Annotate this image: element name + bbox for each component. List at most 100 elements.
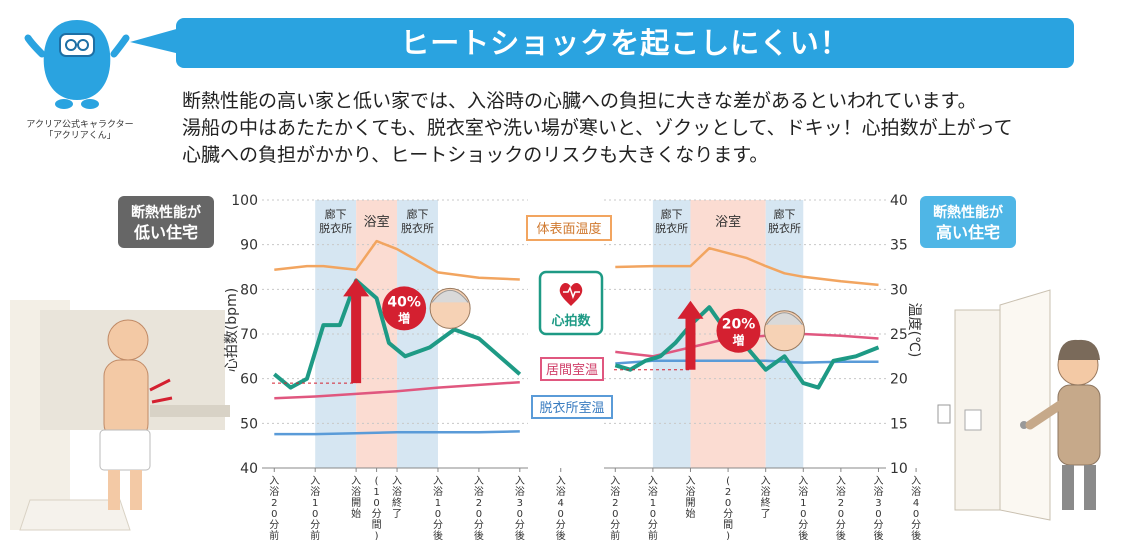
cold-bathroom-illustration	[10, 300, 230, 531]
x-tick-label: 分	[873, 519, 883, 531]
x-tick-label: 間	[372, 519, 382, 531]
heartrate-temperature-charts: 断熱性能が 低い住宅 断熱性能が 高い住宅 体表面温度	[10, 193, 1101, 540]
x-tick-label: 後	[911, 529, 921, 540]
legend-living-temp: 居間室温	[546, 362, 598, 378]
x-tick-label: 浴	[556, 486, 566, 498]
y-tick-label-right: 20	[890, 372, 908, 388]
y-tick-label-right: 35	[890, 238, 908, 254]
x-tick-label: 後	[556, 529, 566, 540]
x-tick-label: 2	[612, 498, 618, 509]
y-axis-left-title: 心拍数(bpm)	[224, 288, 240, 372]
high-badge-line1: 断熱性能が	[933, 204, 1004, 221]
x-tick-label: 入	[310, 476, 320, 487]
legend-heart-rate: 心拍数	[551, 313, 591, 329]
x-tick-label: 2	[271, 498, 277, 509]
page-title: ヒートショックを起こしにくい！	[176, 18, 1074, 68]
elder-hair	[431, 289, 469, 303]
x-tick-label: 前	[610, 529, 620, 540]
x-tick-label: 入	[392, 476, 402, 487]
x-tick-label: 後	[474, 529, 484, 540]
increase-badge	[716, 308, 761, 353]
x-tick-label: 前	[648, 529, 658, 540]
x-tick-label: 1	[435, 498, 441, 509]
low-badge-line2: 低い住宅	[133, 223, 198, 242]
band-label: 脱衣所	[319, 221, 352, 235]
y-tick-label-right: 10	[890, 461, 908, 477]
x-tick-label: 浴	[761, 486, 771, 498]
x-tick-label: 分	[433, 519, 443, 531]
x-tick-label: 0	[373, 498, 379, 509]
elder-hair	[766, 312, 803, 326]
x-tick-label: 終	[392, 496, 402, 509]
x-tick-label: 1	[312, 498, 318, 509]
x-tick-label: 3	[875, 498, 881, 509]
x-tick-label: 終	[761, 496, 771, 509]
x-tick-label: 始	[351, 507, 361, 520]
x-tick-label: 分	[310, 519, 320, 531]
x-tick-label: 前	[269, 529, 279, 540]
x-tick-label: 前	[310, 529, 320, 540]
x-tick-label: 分	[269, 519, 279, 531]
y-tick-label: 80	[240, 282, 258, 298]
x-tick-label: 入	[911, 476, 921, 487]
x-tick-label: 0	[650, 509, 656, 520]
x-tick-label: 浴	[685, 486, 695, 498]
x-tick-label: 入	[269, 476, 279, 487]
intro-line: 心臓への負担がかかり、ヒートショックのリスクも大きくなります。	[182, 144, 769, 166]
x-tick-label: 分	[556, 519, 566, 531]
series-line	[274, 239, 520, 281]
y-tick-label: 40	[240, 461, 258, 477]
band-label: 脱衣所	[768, 221, 801, 235]
increase-badge	[382, 286, 427, 331]
y-tick-label-right: 40	[890, 193, 908, 209]
x-tick-label: )	[726, 531, 730, 540]
x-tick-label: (	[726, 476, 730, 487]
y-tick-label: 100	[231, 193, 258, 209]
increase-label: 増	[732, 333, 744, 348]
increase-percent: 20%	[722, 317, 756, 333]
x-tick-label: 0	[271, 509, 277, 520]
increase-arrow-head	[677, 300, 704, 319]
x-tick-label: 入	[873, 476, 883, 487]
increase-arrow-head	[343, 278, 370, 297]
y-tick-label: 90	[240, 238, 258, 254]
x-tick-label: 0	[838, 509, 844, 520]
band-label: 廊下	[407, 207, 429, 221]
x-tick-label: (	[375, 476, 379, 487]
increase-percent: 40%	[387, 294, 421, 310]
x-tick-label: 入	[556, 476, 566, 487]
band-label: 廊下	[325, 207, 347, 221]
x-tick-label: 分	[836, 519, 846, 531]
mascot-caption-line: アクリア公式キャラクター	[26, 120, 134, 130]
y-tick-label-right: 15	[890, 416, 908, 432]
x-tick-label: 了	[392, 508, 402, 520]
increase-arrow-shaft	[685, 316, 696, 370]
mascot-caption: アクリア公式キャラクター 「アクリアくん」	[0, 120, 160, 142]
x-tick-label: 了	[761, 508, 771, 520]
mascot-character	[24, 20, 130, 109]
x-tick-label: 浴	[351, 486, 361, 498]
x-tick-label: 0	[558, 509, 564, 520]
x-tick-label: 入	[433, 476, 443, 487]
x-tick-label: 1	[650, 498, 656, 509]
warm-house-illustration	[937, 289, 1101, 521]
intro-text: 断熱性能の高い家と低い家では、入浴時の心臓への負担に大きな差があるといわれていま…	[182, 88, 1112, 169]
x-tick-label: 入	[648, 476, 658, 487]
x-tick-label: 4	[913, 498, 919, 509]
high-insulation-badge: 断熱性能が 高い住宅	[920, 196, 1016, 248]
series-line	[274, 380, 520, 400]
y-tick-label: 50	[240, 416, 258, 432]
x-tick-label: 0	[476, 509, 482, 520]
center-legend: 体表面温度 心拍数 居間室温 脱衣所室温	[526, 215, 613, 419]
band-label: 浴室	[364, 214, 390, 230]
x-tick-label: 入	[474, 476, 484, 487]
x-tick-label: 浴	[310, 486, 320, 498]
series-line	[615, 246, 879, 287]
x-tick-label: 入	[761, 476, 771, 487]
x-tick-label: 0	[312, 509, 318, 520]
y-tick-label-right: 25	[890, 327, 908, 343]
x-tick-label: 入	[685, 476, 695, 487]
x-tick-label: 後	[836, 529, 846, 540]
